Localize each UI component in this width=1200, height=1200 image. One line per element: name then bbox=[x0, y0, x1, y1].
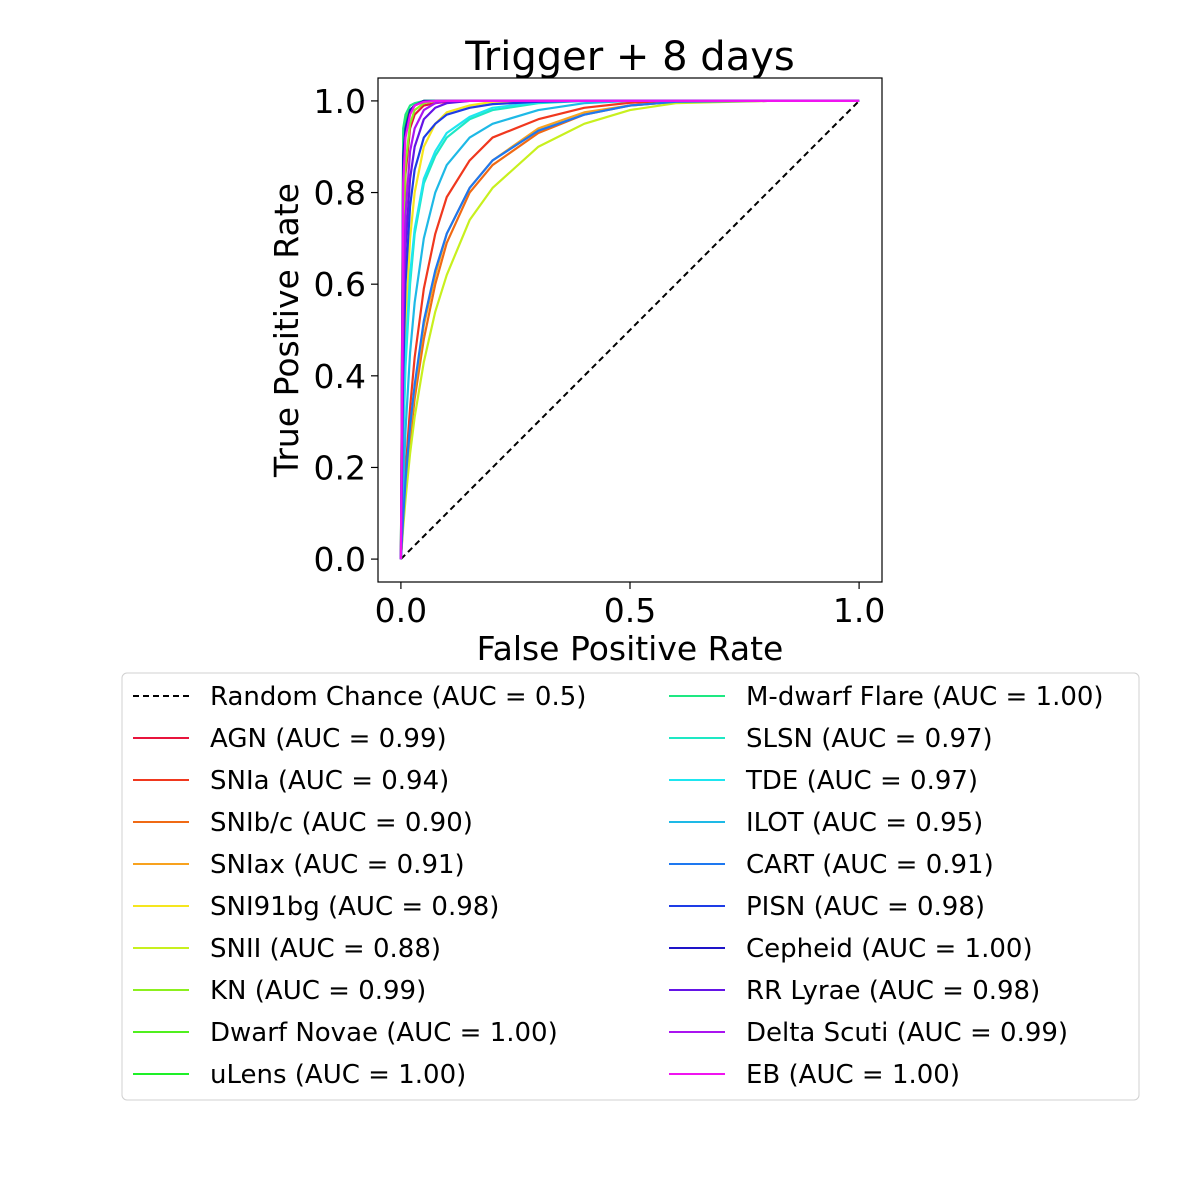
legend-label: SNI91bg (AUC = 0.98) bbox=[210, 892, 499, 922]
chart-title: Trigger + 8 days bbox=[464, 34, 794, 80]
x-tick-label: 0.0 bbox=[375, 591, 427, 630]
legend-label: KN (AUC = 0.99) bbox=[210, 976, 426, 1006]
y-tick-label: 0.0 bbox=[314, 540, 366, 579]
x-axis-label: False Positive Rate bbox=[477, 629, 784, 668]
x-tick-label: 1.0 bbox=[833, 591, 885, 630]
legend-label: SLSN (AUC = 0.97) bbox=[746, 724, 993, 754]
random-chance-line bbox=[400, 100, 860, 560]
legend-label: TDE (AUC = 0.97) bbox=[745, 766, 978, 796]
legend-label: SNIa (AUC = 0.94) bbox=[210, 766, 449, 796]
legend-label: EB (AUC = 1.00) bbox=[746, 1060, 960, 1090]
legend-frame bbox=[121, 672, 1140, 1101]
y-axis-ticks: 0.0 0.2 0.4 0.6 0.8 1.0 bbox=[314, 82, 378, 579]
series-line-13 bbox=[399, 99, 860, 560]
x-tick-label: 0.5 bbox=[604, 591, 656, 630]
legend-label: PISN (AUC = 0.98) bbox=[746, 892, 985, 922]
y-tick-label: 1.0 bbox=[314, 82, 366, 121]
legend-label: Random Chance (AUC = 0.5) bbox=[210, 682, 586, 712]
series-line-18 bbox=[399, 99, 860, 560]
legend-label: RR Lyrae (AUC = 0.98) bbox=[746, 976, 1040, 1006]
legend-label: ILOT (AUC = 0.95) bbox=[746, 808, 983, 838]
y-axis-label: True Positive Rate bbox=[267, 183, 306, 478]
y-tick-label: 0.4 bbox=[314, 357, 366, 396]
legend-label: Cepheid (AUC = 1.00) bbox=[746, 934, 1033, 964]
legend: Random Chance (AUC = 0.5) AGN (AUC = 0.99… bbox=[121, 672, 1140, 1101]
y-tick-label: 0.6 bbox=[314, 265, 366, 304]
legend-label: Dwarf Novae (AUC = 1.00) bbox=[210, 1018, 558, 1048]
legend-label: SNII (AUC = 0.88) bbox=[210, 934, 441, 964]
series-layer bbox=[399, 99, 860, 560]
y-tick-label: 0.8 bbox=[314, 174, 366, 213]
legend-label: AGN (AUC = 0.99) bbox=[210, 724, 447, 754]
plot-area bbox=[377, 77, 883, 583]
legend-label: SNIb/c (AUC = 0.90) bbox=[210, 808, 473, 838]
x-axis-ticks: 0.0 0.5 1.0 bbox=[375, 582, 885, 630]
legend-label: M-dwarf Flare (AUC = 1.00) bbox=[746, 682, 1104, 712]
series-line-5 bbox=[399, 99, 860, 560]
legend-label: uLens (AUC = 1.00) bbox=[210, 1060, 466, 1090]
legend-label: CART (AUC = 0.91) bbox=[746, 850, 994, 880]
y-tick-label: 0.2 bbox=[314, 448, 366, 487]
legend-label: Delta Scuti (AUC = 0.99) bbox=[746, 1018, 1068, 1048]
legend-label: SNIax (AUC = 0.91) bbox=[210, 850, 465, 880]
